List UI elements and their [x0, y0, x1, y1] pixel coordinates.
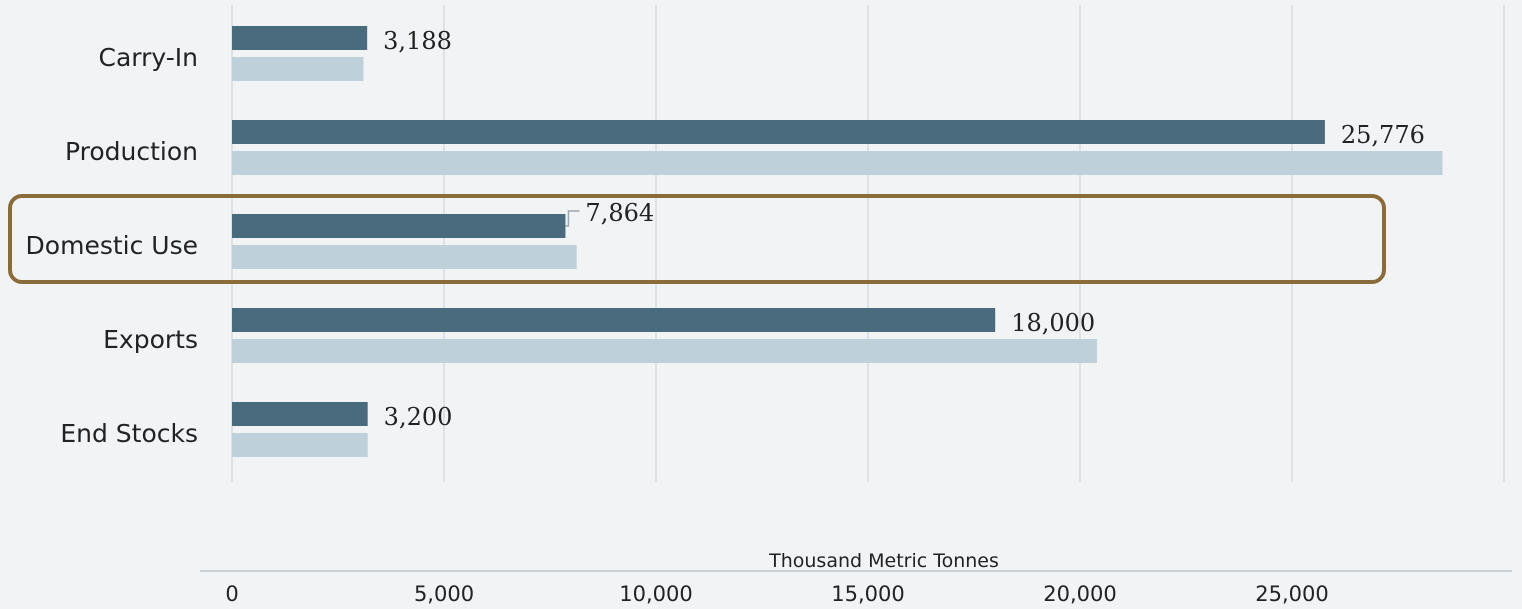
data-label: 18,000 — [1011, 309, 1095, 337]
bars — [232, 26, 1443, 457]
bar-series-2 — [232, 433, 368, 457]
x-tick-label: 15,000 — [831, 582, 904, 606]
highlight-box — [8, 194, 1386, 284]
bar-series-1 — [232, 26, 368, 50]
data-label: 7,864 — [585, 199, 654, 227]
data-label: 25,776 — [1341, 121, 1425, 149]
category-label: Production — [65, 137, 198, 166]
x-tick-label: 5,000 — [414, 582, 474, 606]
category-label: Carry-In — [99, 43, 199, 72]
bar-series-1 — [232, 214, 566, 238]
bar-series-1 — [232, 308, 996, 332]
bar-series-1 — [232, 402, 368, 426]
x-tick-label: 20,000 — [1043, 582, 1116, 606]
category-label: Exports — [103, 325, 198, 354]
bar-series-2 — [232, 57, 364, 81]
bar-series-2 — [232, 339, 1097, 363]
data-labels: 3,188 25,776 7,864 18,000 3,200 — [383, 27, 1425, 431]
category-label: Domestic Use — [26, 231, 198, 260]
x-tick-labels: 0 5,000 10,000 15,000 20,000 25,000 — [225, 582, 1328, 606]
bar-series-2 — [232, 151, 1443, 175]
x-tick-label: 10,000 — [619, 582, 692, 606]
x-tick-label: 0 — [225, 582, 238, 606]
x-axis-title: Thousand Metric Tonnes — [768, 550, 999, 572]
data-label-leader — [565, 210, 580, 227]
data-label: 3,200 — [384, 403, 453, 431]
data-label: 3,188 — [383, 27, 452, 55]
bar-series-2 — [232, 245, 577, 269]
bar-series-1 — [232, 120, 1325, 144]
category-label: End Stocks — [60, 419, 198, 448]
category-labels: Carry-In Production Domestic Use Exports End… — [26, 43, 198, 448]
gridlines — [231, 5, 1505, 482]
x-tick-label: 25,000 — [1255, 582, 1328, 606]
